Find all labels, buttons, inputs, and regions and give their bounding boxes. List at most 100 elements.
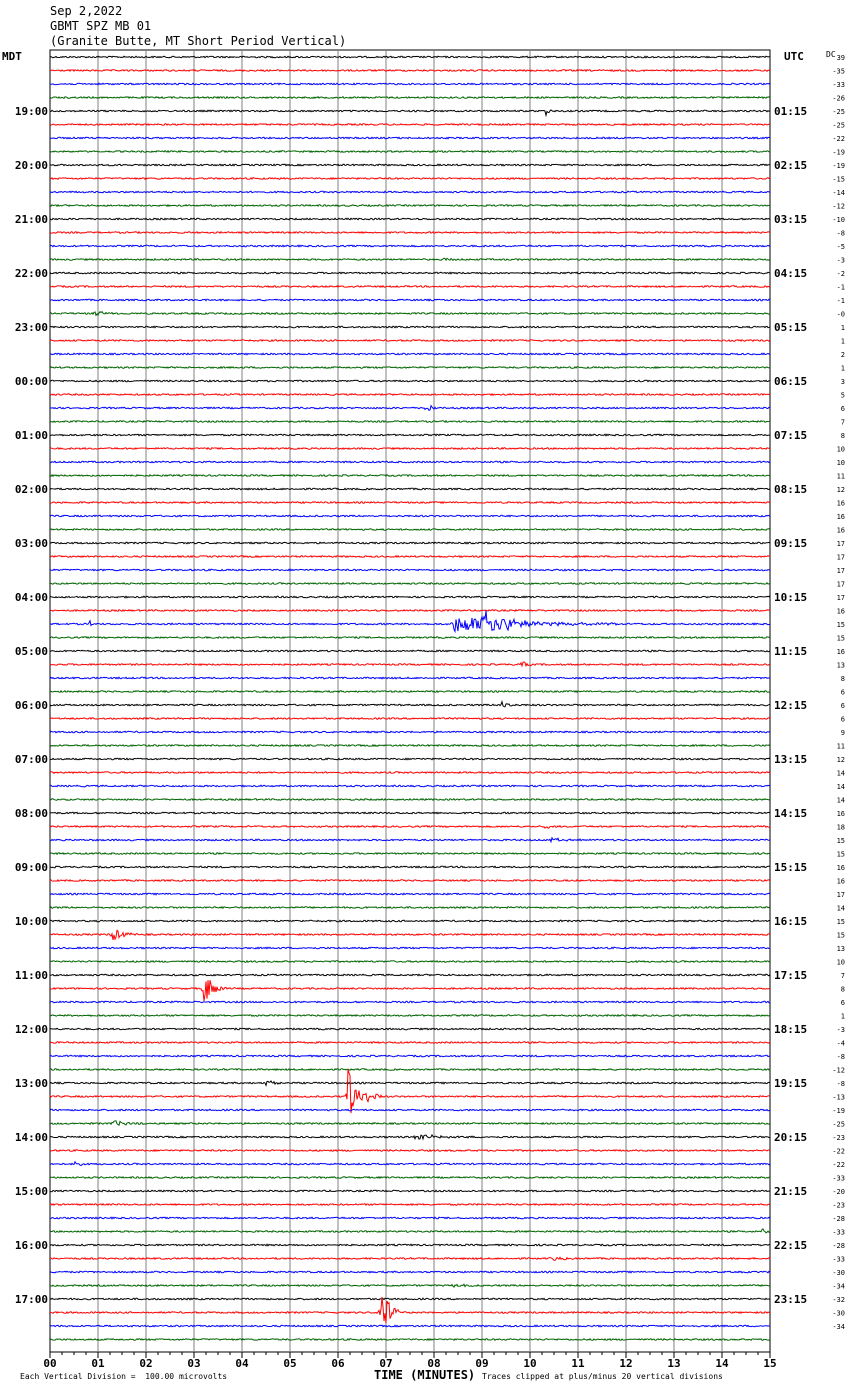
left-hour-label: 20:00 — [15, 159, 48, 172]
x-tick-label: 04 — [235, 1357, 249, 1370]
trace-row — [49, 325, 771, 329]
dc-offset-label: -1 — [837, 297, 845, 305]
left-hour-label: 21:00 — [15, 213, 48, 226]
trace-row — [49, 1216, 771, 1220]
dc-offset-label: -25 — [832, 1121, 845, 1129]
plot-frame — [49, 49, 771, 1353]
trace-row — [49, 1108, 771, 1112]
trace-row — [49, 1189, 771, 1193]
location-label: (Granite Butte, MT Short Period Vertical… — [50, 34, 347, 48]
right-hour-label: 05:15 — [774, 321, 807, 334]
dc-offset-label: 6 — [841, 702, 845, 710]
x-tick-label: 05 — [283, 1357, 296, 1370]
dc-offset-label: -34 — [832, 1283, 845, 1291]
trace-row — [49, 1040, 771, 1045]
left-hour-label: 09:00 — [15, 861, 48, 874]
x-tick-label: 06 — [331, 1357, 345, 1370]
trace-row — [49, 824, 771, 829]
trace-row — [49, 1324, 771, 1328]
trace-row — [50, 770, 771, 775]
trace-row — [49, 460, 771, 464]
dc-offset-label: -28 — [832, 1215, 845, 1223]
dc-offset-label: 7 — [841, 972, 845, 980]
dc-offset-label: 6 — [841, 689, 845, 697]
dc-offset-label: 15 — [837, 932, 845, 940]
right-hour-label: 17:15 — [774, 969, 807, 982]
right-hour-label: 07:15 — [774, 429, 807, 442]
right-timezone-label: UTC — [784, 50, 804, 63]
dc-offset-label: 15 — [837, 851, 845, 859]
dc-offset-label: -19 — [832, 149, 845, 157]
trace-row — [49, 217, 771, 221]
dc-offset-label: -3 — [837, 257, 845, 265]
trace-row — [49, 149, 771, 154]
trace-row — [49, 973, 771, 977]
dc-offset-label: -20 — [832, 1188, 845, 1196]
trace-row — [49, 581, 771, 586]
trace-row — [49, 1228, 771, 1234]
dc-offset-label: 15 — [837, 621, 845, 629]
dc-offset-label: -0 — [837, 311, 845, 319]
trace-row — [49, 541, 771, 545]
right-hour-label: 11:15 — [774, 645, 807, 658]
trace-row — [49, 109, 771, 118]
dc-offset-label: 17 — [837, 567, 845, 575]
dc-offset-label: -32 — [832, 1296, 845, 1304]
dc-offset-label: -30 — [832, 1269, 845, 1277]
right-hour-label: 04:15 — [774, 267, 807, 280]
trace-row — [49, 1256, 771, 1261]
dc-offset-label: -33 — [832, 1256, 845, 1264]
right-hour-label: 10:15 — [774, 591, 807, 604]
dc-offset-label: -8 — [837, 1080, 845, 1088]
left-hour-label: 17:00 — [15, 1293, 48, 1306]
right-hour-label: 12:15 — [774, 699, 807, 712]
trace-row — [49, 554, 771, 559]
trace-row — [49, 1080, 771, 1087]
trace-row — [49, 929, 771, 941]
right-hour-label: 09:15 — [774, 537, 807, 550]
trace-row — [49, 230, 771, 235]
trace-row — [49, 905, 771, 910]
trace-row — [49, 1175, 771, 1180]
dc-offset-label: 13 — [837, 945, 845, 953]
dc-offset-label: -26 — [832, 95, 845, 103]
dc-offset-label: -19 — [832, 1107, 845, 1115]
trace-row — [49, 661, 771, 668]
trace-row — [49, 836, 771, 844]
left-hour-label: 19:00 — [15, 105, 48, 118]
x-tick-label: 14 — [715, 1357, 729, 1370]
dc-offset-label: 8 — [841, 986, 845, 994]
dc-offset-label: 1 — [841, 365, 845, 373]
trace-row — [49, 514, 771, 518]
dc-offset-label: -1 — [837, 284, 845, 292]
left-hour-label: 08:00 — [15, 807, 48, 820]
dc-offset-label: -22 — [832, 1148, 845, 1156]
left-hour-label: 10:00 — [15, 915, 48, 928]
dc-offset-label: -3 — [837, 1026, 845, 1034]
dc-offset-label: -22 — [832, 135, 845, 143]
dc-offset-label: -22 — [832, 1161, 845, 1169]
right-hour-label: 14:15 — [774, 807, 807, 820]
trace-row — [49, 1337, 771, 1342]
dc-offset-label: 1 — [841, 338, 845, 346]
trace-row — [49, 190, 771, 194]
left-hour-label: 05:00 — [15, 645, 48, 658]
trace-row — [49, 716, 771, 721]
trace-row — [49, 298, 771, 302]
dc-offset-label: 12 — [837, 486, 845, 494]
trace-row — [49, 1069, 771, 1114]
dc-offset-label: -33 — [832, 1229, 845, 1237]
trace-row — [49, 1027, 771, 1031]
dc-offset-label: 3 — [841, 378, 845, 386]
trace-row — [49, 1202, 771, 1207]
right-hour-label: 08:15 — [774, 483, 807, 496]
dc-offset-label: -34 — [832, 1323, 845, 1331]
trace-row — [49, 959, 771, 964]
left-timezone-label: MDT — [2, 50, 22, 63]
dc-offset-label: -25 — [832, 122, 845, 130]
right-hour-label: 23:15 — [774, 1293, 807, 1306]
x-axis-title: TIME (MINUTES) — [374, 1368, 476, 1382]
trace-row — [49, 55, 771, 59]
dc-offset-label: 14 — [837, 797, 845, 805]
